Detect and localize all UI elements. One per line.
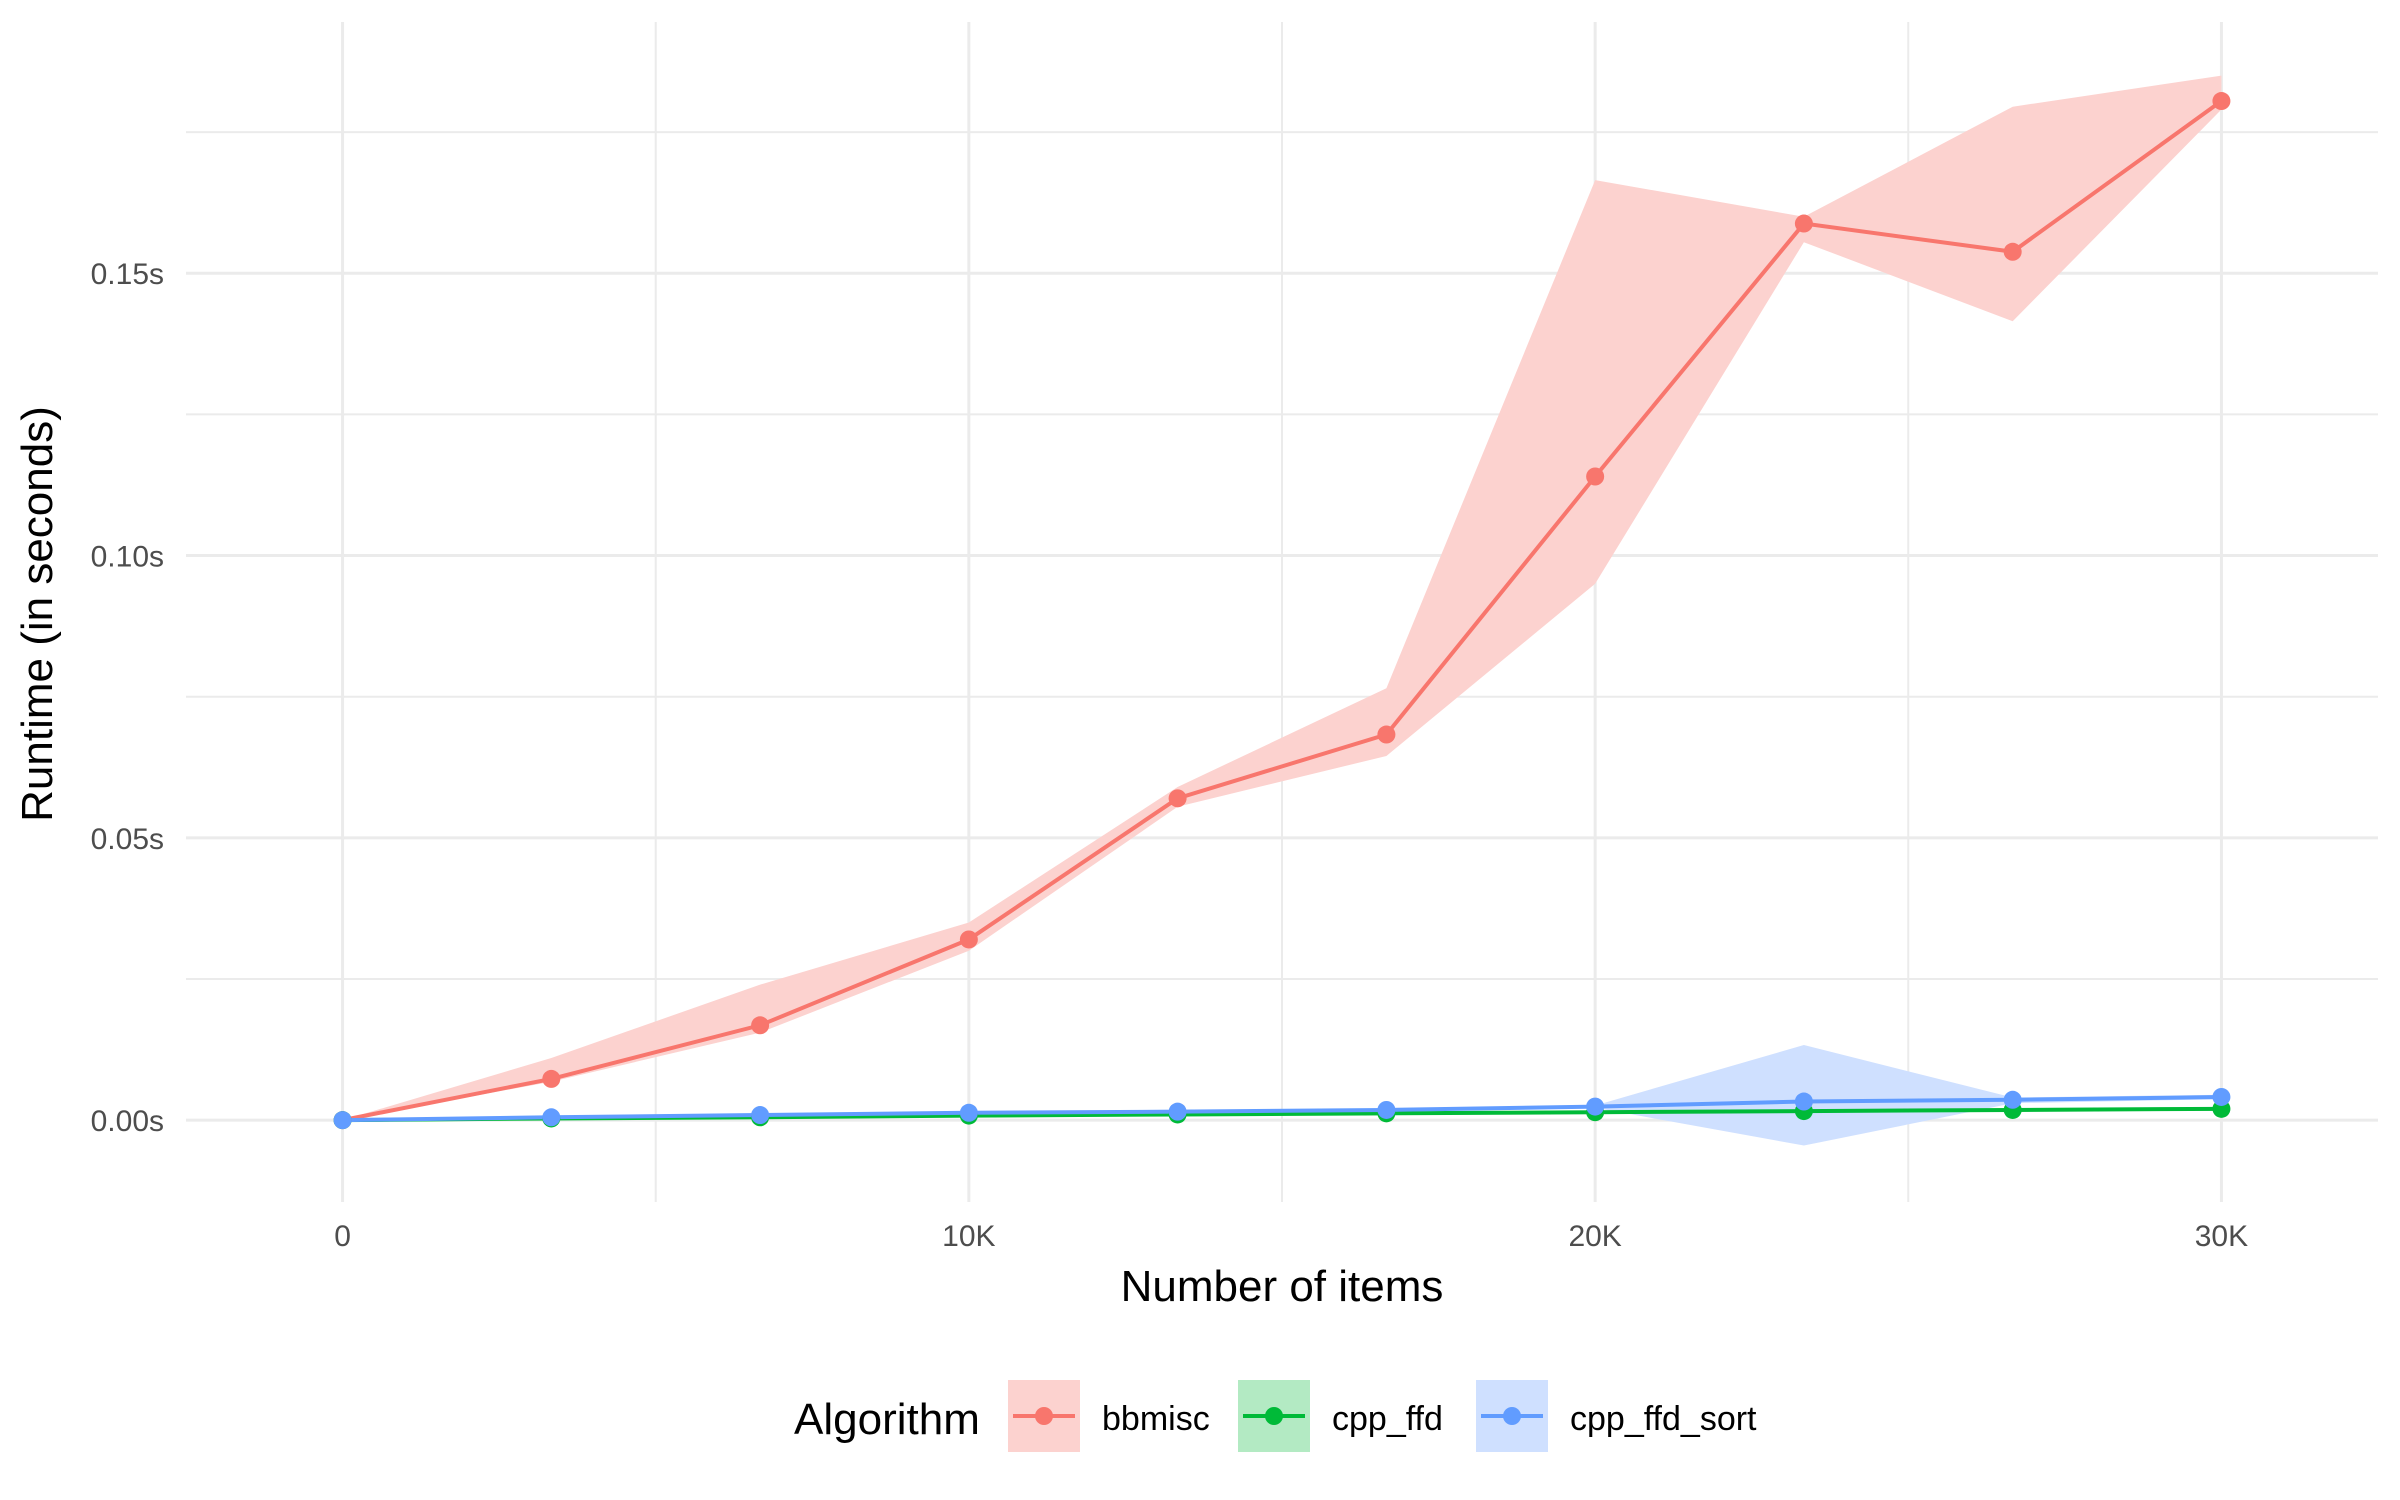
band-cpp_ffd_sort [342,1045,2222,1146]
point-bbmisc [1377,725,1396,744]
series-lines [342,99,2223,1123]
point-bbmisc [1586,467,1605,486]
point-cpp_ffd_sort [2212,1087,2231,1106]
x-tick-label: 0 [334,1220,351,1253]
point-bbmisc [1794,214,1813,233]
legend-key-point-cpp_ffd [1265,1407,1283,1425]
point-bbmisc [959,930,978,949]
point-cpp_ffd_sort [2003,1090,2022,1109]
point-cpp_ffd_sort [1794,1092,1813,1111]
line-bbmisc [342,99,2223,1123]
point-bbmisc [751,1016,770,1035]
y-tick-label: 0.05s [91,823,164,856]
point-cpp_ffd_sort [959,1103,978,1122]
legend: Algorithm bbmisc cpp_ffd cpp_ffd_sort [794,1380,1757,1452]
line-cpp_ffd_sort [342,1094,2222,1123]
y-axis-title: Runtime (in seconds) [13,406,62,822]
legend-label-cpp_ffd: cpp_ffd [1332,1400,1443,1438]
x-axis-title: Number of items [1121,1262,1444,1311]
point-cpp_ffd_sort [751,1106,770,1125]
y-tick-label: 0.10s [91,541,164,574]
grid-layer [186,22,2378,1202]
point-bbmisc [542,1069,561,1088]
x-tick-label: 10K [942,1220,995,1253]
y-tick-labels: 0.00s 0.05s 0.10s 0.15s [91,258,164,1138]
point-cpp_ffd_sort [542,1108,561,1127]
point-cpp_ffd_sort [333,1111,352,1130]
x-tick-label: 30K [2195,1220,2248,1253]
series-points [333,92,2231,1130]
band-bbmisc [342,75,2222,1121]
point-bbmisc [1168,789,1187,808]
legend-key-point-bbmisc [1035,1407,1053,1425]
point-cpp_ffd_sort [1586,1097,1605,1116]
legend-title: Algorithm [794,1395,980,1444]
point-bbmisc [2212,92,2231,111]
point-cpp_ffd_sort [1377,1100,1396,1119]
y-tick-label: 0.00s [91,1105,164,1138]
y-tick-label: 0.15s [91,258,164,291]
point-cpp_ffd_sort [1168,1102,1187,1121]
x-tick-label: 20K [1568,1220,1621,1253]
x-tick-labels: 0 10K 20K 30K [334,1220,2248,1253]
legend-label-cpp_ffd_sort: cpp_ffd_sort [1570,1400,1757,1438]
legend-key-point-cpp_ffd_sort [1503,1407,1521,1425]
legend-label-bbmisc: bbmisc [1102,1400,1210,1438]
point-bbmisc [2003,242,2022,261]
